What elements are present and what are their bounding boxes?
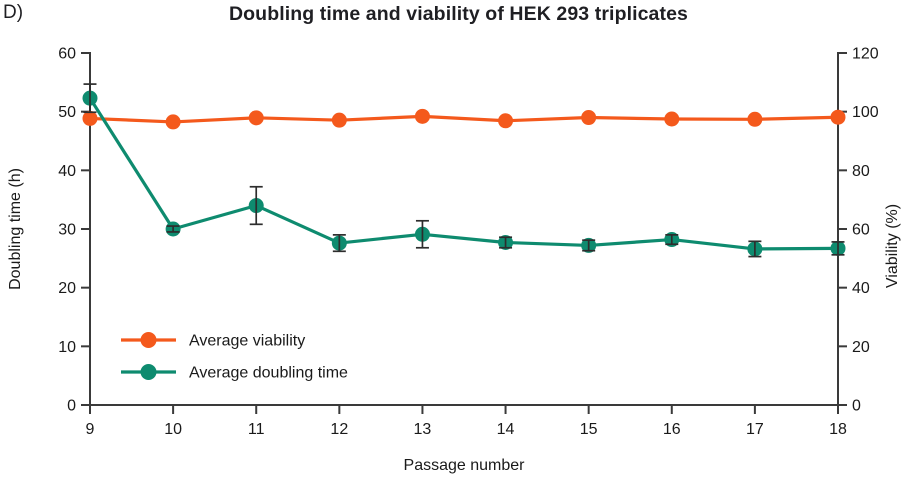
series-average-viability (82, 108, 846, 130)
x-tick-label: 16 (663, 421, 681, 438)
left-tick-label: 50 (58, 104, 76, 121)
data-point-marker (414, 108, 430, 124)
error-bars (83, 83, 845, 258)
series-line (89, 114, 839, 124)
left-tick-label: 40 (58, 163, 76, 180)
axis-titles: Passage number Doubling time (h) Viability… (7, 168, 901, 474)
data-point-marker (664, 111, 680, 127)
right-tick-label: 0 (852, 398, 861, 415)
right-tick-label: 60 (852, 222, 870, 239)
data-point-marker (82, 110, 98, 126)
right-tick-label: 80 (852, 163, 870, 180)
data-point-marker (747, 111, 763, 127)
legend-marker-dot (140, 364, 157, 380)
x-tick-label: 18 (829, 421, 847, 438)
right-axis-title: Viability (%) (884, 204, 901, 288)
right-tick-label: 20 (852, 339, 870, 356)
x-tick-label: 17 (746, 421, 764, 438)
x-tick-label: 11 (248, 421, 265, 438)
left-tick-label: 60 (58, 46, 76, 63)
x-tick-label: 15 (580, 421, 598, 438)
axes (88, 52, 840, 406)
right-tick-label: 100 (852, 104, 879, 121)
chart-title: Doubling time and viability of HEK 293 t… (228, 3, 688, 25)
right-tick-label: 40 (852, 280, 870, 297)
legend-label: Average viability (189, 333, 305, 350)
x-axis-title: Passage number (404, 457, 526, 474)
data-point-marker (581, 110, 597, 126)
data-point-marker (331, 112, 347, 128)
x-tick-label: 10 (164, 421, 182, 438)
data-point-marker (498, 113, 514, 129)
panel-label: D) (3, 2, 24, 23)
x-tick-label: 14 (497, 421, 515, 438)
x-tick-label: 9 (86, 421, 95, 438)
series-line (88, 97, 839, 251)
right-tick-label: 120 (852, 46, 879, 63)
legend-label: Average doubling time (189, 365, 348, 382)
legend: Average viability Average doubling time (121, 332, 348, 382)
left-tick-label: 30 (58, 222, 76, 239)
x-tick-label: 12 (330, 421, 348, 438)
left-axis-title: Doubling time (h) (7, 168, 24, 290)
data-point-marker (830, 109, 846, 125)
x-tick-label: 13 (414, 421, 432, 438)
data-point-marker (248, 110, 264, 126)
data-point-marker (165, 114, 181, 130)
series-average-doubling-time (82, 90, 846, 257)
left-tick-label: 10 (58, 339, 76, 356)
left-tick-label: 20 (58, 280, 76, 297)
tick-labels: 0 10 20 30 40 50 60 0 20 40 60 80 100 120 9 10 11 12 13 14 1… (58, 46, 879, 439)
left-tick-label: 0 (67, 398, 76, 415)
legend-marker-dot (140, 332, 157, 348)
tick-marks (81, 52, 847, 414)
